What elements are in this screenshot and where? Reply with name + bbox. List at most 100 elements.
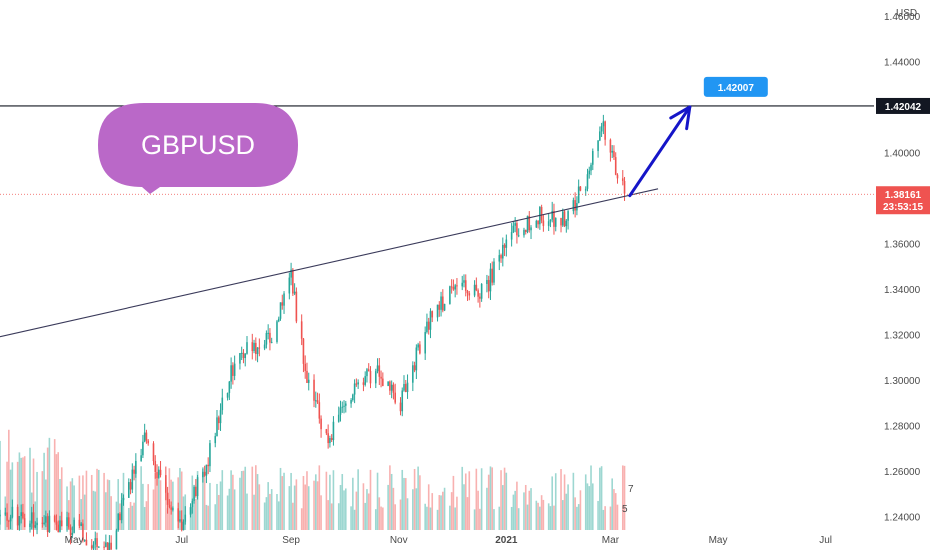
rising-trendline [0, 188, 659, 338]
candle-body [145, 432, 148, 441]
candle-body [55, 521, 58, 525]
candle-body [366, 369, 368, 377]
candle-body [57, 524, 60, 532]
volume-bar [577, 504, 580, 530]
candle-body [8, 520, 10, 522]
volume-bar [314, 474, 317, 530]
candle-body [152, 443, 155, 462]
volume-bar [143, 507, 146, 530]
volume-bar [454, 507, 456, 530]
candle-body [565, 220, 568, 227]
candle-body [616, 174, 619, 179]
volume-bar [29, 447, 31, 530]
volume-bar [53, 439, 56, 530]
candle-body [352, 394, 354, 401]
candle-body [374, 371, 377, 384]
volume-bar [584, 474, 587, 530]
candle-body [166, 492, 169, 505]
volume-bar [332, 470, 335, 530]
candle-body [304, 363, 307, 371]
volume-bar [350, 506, 352, 530]
candle-body [214, 436, 217, 444]
volume-bar [159, 480, 162, 530]
volume-bar [491, 467, 494, 530]
candle-body [553, 210, 555, 227]
candle-body [572, 200, 575, 212]
volume-bar [18, 452, 21, 530]
resistance-price-badge [876, 97, 930, 114]
y-tick-label: 1.26000 [884, 467, 921, 478]
candle-body [30, 512, 33, 524]
volume-bar [540, 495, 543, 530]
volume-bar [230, 470, 232, 530]
volume-bar [232, 474, 234, 530]
volume-bar [450, 492, 453, 530]
candle-body [69, 527, 72, 536]
candle-body [276, 321, 278, 342]
candle-body [242, 352, 245, 359]
volume-bar [382, 507, 384, 530]
volume-bar [415, 488, 418, 530]
volume-bar [288, 486, 291, 530]
y-tick-label: 1.44000 [884, 57, 921, 68]
candle-body [165, 475, 167, 493]
candle-body [205, 464, 208, 476]
volume-bar [6, 461, 8, 530]
volume-bar [242, 470, 245, 530]
candle-body [399, 402, 402, 412]
candle-body [135, 460, 137, 474]
x-tick-label: 2021 [495, 535, 518, 546]
volume-bar [216, 483, 218, 530]
candle-body [43, 522, 45, 524]
volume-bar [362, 483, 365, 530]
volume-bar [214, 504, 217, 530]
volume-bar [505, 472, 508, 530]
candle-body [477, 290, 479, 297]
candle-body [191, 500, 194, 508]
candle-body [71, 532, 74, 536]
candle-body [540, 207, 543, 221]
candle-body [547, 221, 550, 226]
volume-bar [364, 502, 366, 530]
candle-body [147, 440, 149, 444]
volume-bar [431, 493, 434, 530]
volume-bar [71, 478, 74, 530]
volume-bar [526, 504, 529, 530]
candle-body [516, 223, 518, 236]
candle-body [479, 296, 481, 299]
volume-bar [270, 489, 273, 530]
volume-bar [539, 506, 541, 530]
volume-bar [142, 483, 144, 530]
candle-body [621, 178, 624, 181]
volume-bar [500, 470, 502, 530]
volume-bar [318, 465, 321, 530]
candle-body [233, 363, 236, 376]
volume-bar [616, 504, 619, 530]
volume-bar [436, 509, 439, 530]
volume-bar [597, 500, 599, 530]
volume-bar [203, 475, 206, 530]
candle-body [53, 515, 56, 522]
volume-bar [590, 465, 592, 530]
volume-bar [413, 468, 416, 530]
candle-body [464, 280, 467, 291]
volume-bar [43, 452, 45, 530]
candle-body [443, 303, 446, 311]
volume-bar [325, 471, 328, 530]
symbol-callout[interactable]: GBPUSD [98, 103, 298, 194]
volume-bars [0, 429, 626, 530]
volume-bar [424, 503, 426, 530]
candle-body [560, 218, 562, 226]
volume-bar [45, 479, 47, 530]
candle-body [329, 438, 331, 444]
volume-bar [367, 493, 370, 530]
volume-bar [279, 467, 282, 530]
volume-bar [244, 466, 247, 530]
candle-body [314, 400, 317, 402]
candle-body [600, 126, 603, 132]
volume-bar [378, 497, 381, 530]
candle-body [389, 381, 391, 391]
volume-bar [523, 492, 525, 530]
